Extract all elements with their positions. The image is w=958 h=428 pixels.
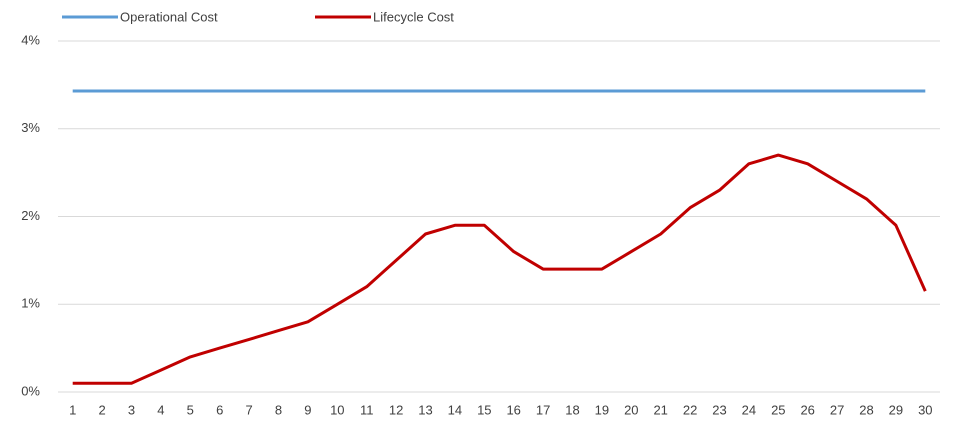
x-tick-label: 13	[418, 402, 432, 417]
x-tick-label: 28	[859, 402, 873, 417]
x-tick-label: 21	[653, 402, 667, 417]
x-tick-label: 15	[477, 402, 491, 417]
x-tick-label: 9	[304, 402, 311, 417]
x-tick-label: 16	[506, 402, 520, 417]
x-tick-label: 25	[771, 402, 785, 417]
x-tick-label: 29	[889, 402, 903, 417]
y-tick-label: 4%	[21, 32, 40, 47]
legend-label: Operational Cost	[120, 9, 218, 24]
x-tick-label: 26	[800, 402, 814, 417]
x-tick-label: 14	[448, 402, 462, 417]
x-tick-label: 1	[69, 402, 76, 417]
y-tick-label: 2%	[21, 208, 40, 223]
y-tick-label: 1%	[21, 296, 40, 311]
x-tick-label: 4	[157, 402, 164, 417]
x-tick-label: 3	[128, 402, 135, 417]
x-tick-label: 8	[275, 402, 282, 417]
x-tick-label: 24	[742, 402, 756, 417]
x-tick-label: 6	[216, 402, 223, 417]
x-tick-label: 20	[624, 402, 638, 417]
y-tick-label: 0%	[21, 383, 40, 398]
x-tick-label: 27	[830, 402, 844, 417]
y-tick-label: 3%	[21, 120, 40, 135]
x-tick-label: 5	[187, 402, 194, 417]
x-tick-label: 12	[389, 402, 403, 417]
x-tick-label: 22	[683, 402, 697, 417]
x-tick-label: 18	[565, 402, 579, 417]
line-series	[72, 153, 927, 385]
x-tick-label: 17	[536, 402, 550, 417]
legend-label: Lifecycle Cost	[373, 9, 454, 24]
x-tick-label: 2	[98, 402, 105, 417]
x-tick-label: 30	[918, 402, 932, 417]
x-tick-label: 11	[360, 402, 374, 417]
x-tick-label: 10	[330, 402, 344, 417]
x-tick-label: 23	[712, 402, 726, 417]
x-tick-label: 7	[245, 402, 252, 417]
x-tick-label: 19	[595, 402, 609, 417]
